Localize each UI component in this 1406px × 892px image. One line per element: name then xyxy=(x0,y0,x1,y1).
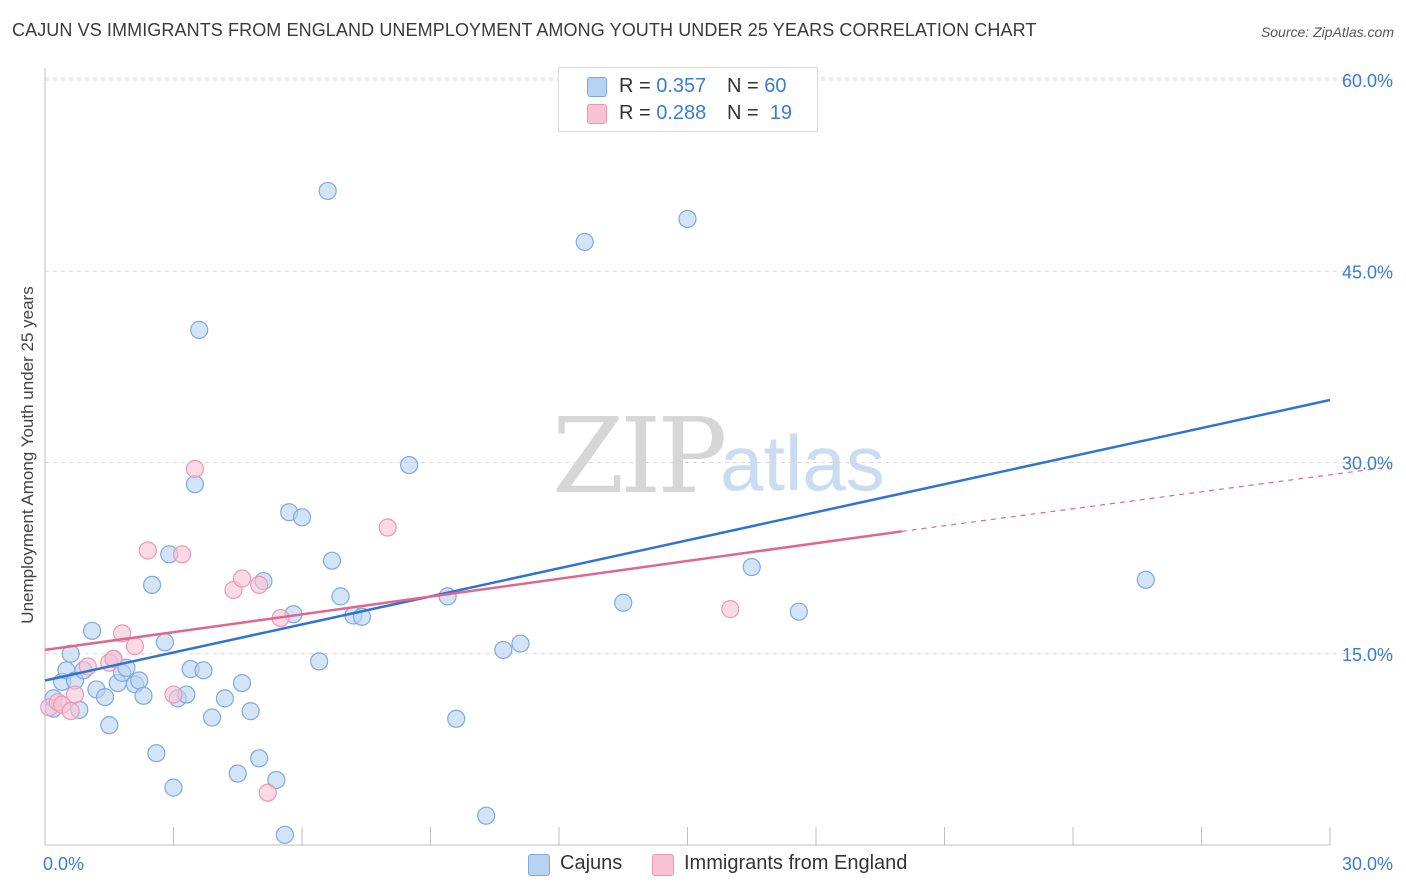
cajun-point xyxy=(202,708,222,727)
cajun-point xyxy=(241,702,260,721)
cajun-point xyxy=(494,640,513,660)
england-point xyxy=(164,685,183,704)
n-label: N = xyxy=(727,75,759,97)
cajun-point xyxy=(292,508,312,527)
cajun-point xyxy=(134,686,153,705)
correlation-legend: R = 0.357 N = 60 R = 0.288 N = 19 xyxy=(558,67,818,132)
cajun-point xyxy=(399,455,419,475)
england-point xyxy=(104,649,123,668)
n-value-england: 19 xyxy=(769,102,793,124)
cajun-point xyxy=(310,652,329,671)
cajun-point xyxy=(100,716,119,735)
cajun-point xyxy=(1136,570,1155,589)
cajun-points xyxy=(44,181,1155,844)
england-points xyxy=(40,459,740,802)
x-tick-label: 0.0% xyxy=(43,854,84,874)
england-point xyxy=(65,685,85,704)
watermark-atlas: atlas xyxy=(720,419,885,507)
cajun-legend-swatch xyxy=(528,854,550,876)
legend-label-cajuns: Cajuns xyxy=(560,852,623,874)
england-legend-swatch xyxy=(652,854,674,876)
cajun-point xyxy=(142,575,162,595)
chart-source: Source: ZipAtlas.com xyxy=(1260,24,1394,40)
england-point xyxy=(138,541,157,560)
cajun-trend-line xyxy=(44,398,1331,682)
r-label: R = xyxy=(619,102,651,124)
tick-labels: 15.0% 30.0% 45.0% 60.0% 0.0% 30.0% xyxy=(43,71,1393,874)
watermark-zip: ZIP xyxy=(552,395,727,517)
r-label: R = xyxy=(619,75,651,97)
cajun-point xyxy=(185,475,205,494)
cajun-point xyxy=(511,634,530,653)
y-tick-label: 15.0% xyxy=(1342,645,1393,665)
cajun-point xyxy=(742,557,761,577)
y-tick-label: 45.0% xyxy=(1342,262,1393,282)
cajun-point xyxy=(250,749,269,768)
cajun-point xyxy=(164,778,183,797)
england-point xyxy=(721,600,740,619)
grid-layer xyxy=(45,77,1395,655)
chart-title: CAJUN VS IMMIGRANTS FROM ENGLAND UNEMPLO… xyxy=(12,20,1037,40)
england-point xyxy=(172,545,192,564)
cajun-point xyxy=(190,320,209,339)
england-point xyxy=(185,459,205,478)
cajun-point xyxy=(614,593,633,612)
cajun-swatch xyxy=(587,77,607,97)
cajun-point xyxy=(322,551,342,570)
r-value-cajuns: 0.357 xyxy=(656,75,707,97)
england-point xyxy=(378,518,397,537)
cajun-point xyxy=(678,209,697,229)
england-point xyxy=(125,636,145,656)
england-trend-extension xyxy=(901,466,1391,532)
axis-layer xyxy=(44,68,1331,846)
n-value-cajuns: 60 xyxy=(764,75,787,97)
england-trend-line xyxy=(44,530,902,652)
cajun-point xyxy=(215,689,234,708)
r-value-england: 0.288 xyxy=(656,102,707,124)
cajun-point xyxy=(228,764,247,783)
cajun-point xyxy=(267,770,286,790)
cajun-point xyxy=(575,232,594,252)
england-point xyxy=(258,783,277,802)
cajun-point xyxy=(331,587,350,606)
cajun-point xyxy=(789,602,808,621)
y-tick-label: 30.0% xyxy=(1342,454,1393,474)
england-point xyxy=(61,702,80,721)
cajun-point xyxy=(83,621,102,640)
england-point xyxy=(250,575,269,595)
trend-layer xyxy=(44,398,1391,682)
cajun-point xyxy=(147,744,166,763)
cajun-point xyxy=(232,673,252,693)
england-point xyxy=(232,569,252,588)
england-swatch xyxy=(587,104,607,124)
cajun-point xyxy=(95,687,115,707)
n-label: N = xyxy=(727,102,759,124)
legend-label-england: Immigrants from England xyxy=(684,852,908,874)
x-tick-label: 30.0% xyxy=(1342,854,1393,874)
cajun-point xyxy=(477,806,496,825)
cajun-point xyxy=(447,709,466,728)
y-tick-label: 60.0% xyxy=(1342,71,1393,91)
cajun-point xyxy=(194,661,213,680)
y-axis-label: Unemployment Among Youth under 25 years xyxy=(18,286,37,624)
cajun-point xyxy=(318,181,337,201)
cajun-point xyxy=(275,825,294,844)
cajun-point xyxy=(155,633,175,652)
cajun-point xyxy=(130,671,149,690)
